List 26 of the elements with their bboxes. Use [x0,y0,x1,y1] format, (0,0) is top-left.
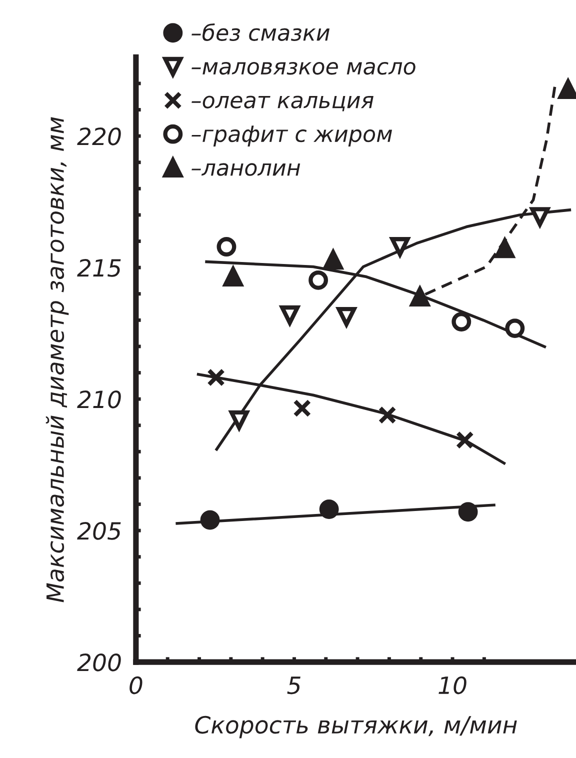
x-axis-title: Скорость вытяжки, м/мин [195,716,517,738]
point [452,312,472,332]
legend-label: –графит с жиром [192,126,392,146]
legend-label: –без смазки [192,23,330,41]
point [458,502,478,522]
y-tick-label: 215 [77,258,121,277]
y-tick-label: 200 [77,653,121,672]
y-axis-title: Максимальный диаметр заготовки, мм [46,117,69,602]
y-tick-label: 210 [77,390,121,408]
x-tick-label: 10 [438,676,466,694]
point [216,237,236,256]
point [319,500,339,519]
y-tick-label: 205 [77,522,121,540]
y-tick-label: 220 [77,128,121,146]
x-tick-label: 5 [287,676,300,694]
legend-label: –маловязкое масло [192,62,416,75]
legend-label: –ланолин [192,163,300,176]
point [308,270,328,290]
point [456,431,474,450]
point [207,368,226,387]
x-tick-label: 0 [130,676,142,694]
point [293,399,312,418]
point [378,406,396,424]
point [505,318,525,338]
legend-label: –олеат кальция [192,96,374,112]
point [200,510,220,530]
